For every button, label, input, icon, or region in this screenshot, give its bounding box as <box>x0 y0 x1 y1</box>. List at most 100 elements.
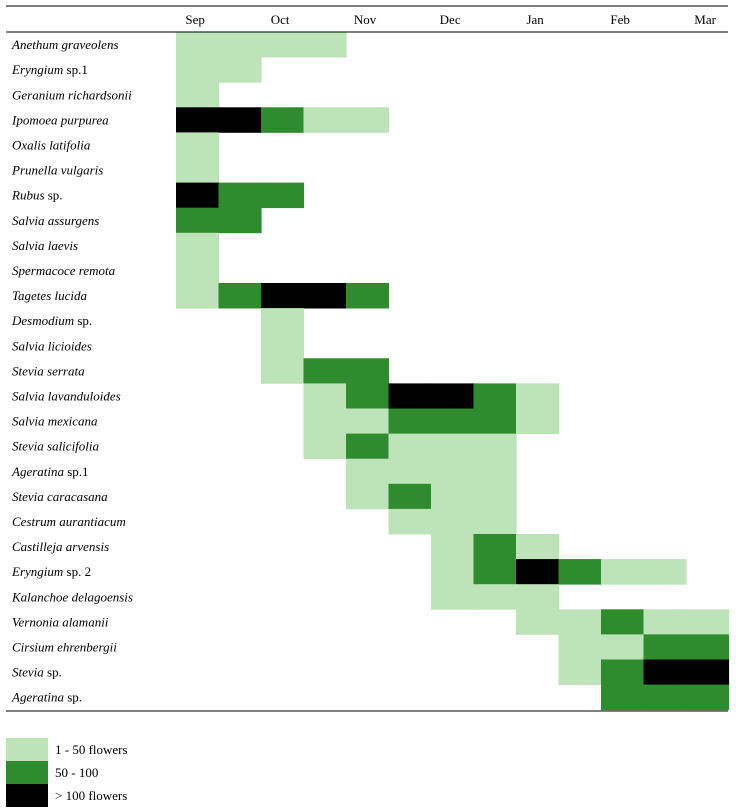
heatmap-cell <box>516 584 560 610</box>
heatmap-cell <box>303 408 347 434</box>
heatmap-cell <box>431 383 475 409</box>
species-label: Anethum graveolens <box>11 37 119 52</box>
species-labels: Anethum graveolens Eryngium sp.1 Geranium … <box>11 37 133 705</box>
heatmap-cell <box>431 534 475 560</box>
heatmap-cell <box>261 283 305 309</box>
heatmap-cell <box>176 132 220 158</box>
heatmap-cell <box>558 659 602 685</box>
legend-swatch-medium <box>6 761 48 784</box>
heatmap-cell <box>261 308 305 334</box>
heatmap-cell <box>643 609 687 635</box>
species-label: Spermacoce remota <box>12 263 116 278</box>
heatmap-cell <box>601 559 645 585</box>
species-label: Ageratina sp. <box>11 690 82 705</box>
heatmap-cell <box>176 182 220 209</box>
month-label-sep: Sep <box>185 12 205 27</box>
heatmap-cell <box>261 358 305 384</box>
heatmap-cell <box>218 107 262 133</box>
heatmap-cell <box>473 584 517 610</box>
legend-label-low: 1 - 50 flowers <box>55 742 128 757</box>
heatmap-cell <box>431 458 475 485</box>
month-label-oct: Oct <box>271 12 290 27</box>
heatmap-cell <box>176 157 220 183</box>
heatmap-cell <box>346 408 390 434</box>
heatmap-cell <box>218 182 262 209</box>
species-label: Desmodium sp. <box>11 313 92 328</box>
heatmap-cell <box>516 609 560 635</box>
heatmap-cell <box>516 383 560 409</box>
heatmap-cell <box>388 508 432 535</box>
heatmap-cell <box>176 57 220 83</box>
species-label: Rubus sp. <box>11 188 63 203</box>
heatmap-cell <box>431 584 475 610</box>
heatmap-cell <box>346 107 390 133</box>
month-header: Sep Oct Nov Dec Jan Feb Mar <box>185 12 716 27</box>
species-label: Salvia assurgens <box>12 213 99 228</box>
heatmap-cell <box>261 107 305 133</box>
heatmap-cell <box>473 433 517 460</box>
species-label: Eryngium sp.1 <box>11 62 88 77</box>
heatmap-cell <box>558 609 602 635</box>
species-label: Geranium richardsonii <box>12 87 132 102</box>
heatmap-cell <box>558 559 602 585</box>
heatmap-cell <box>261 182 305 209</box>
heatmap-cell <box>303 433 347 460</box>
species-label: Eryngium sp. 2 <box>11 564 91 579</box>
heatmap-cell <box>473 458 517 485</box>
species-label: Prunella vulgaris <box>11 163 103 178</box>
heatmap-cell <box>558 634 602 660</box>
heatmap-cell <box>346 283 390 309</box>
heatmap-cell <box>346 433 390 460</box>
month-label-feb: Feb <box>610 12 630 27</box>
species-label: Ipomoea purpurea <box>11 112 109 127</box>
heatmap-cell <box>388 483 432 510</box>
heatmap-cells <box>176 32 730 711</box>
heatmap-cell <box>473 383 517 409</box>
heatmap-cell <box>473 559 517 585</box>
heatmap-cell <box>176 107 220 133</box>
heatmap-cell <box>601 684 645 711</box>
species-label: Salvia licioides <box>12 338 92 353</box>
species-label: Castilleja arvensis <box>12 539 109 554</box>
flowering-heatmap: Sep Oct Nov Dec Jan Feb Mar Anethum graveolens… <box>6 5 730 712</box>
species-label: Ageratina sp.1 <box>11 464 89 479</box>
species-label: Salvia lavanduloides <box>12 388 121 403</box>
heatmap-cell <box>431 508 475 535</box>
heatmap-cell <box>431 559 475 585</box>
heatmap-cell <box>388 383 432 409</box>
month-label-jan: Jan <box>526 12 544 27</box>
heatmap-cell <box>473 483 517 510</box>
heatmap-cell <box>601 634 645 660</box>
heatmap-cell <box>643 684 687 711</box>
legend-label-medium: 50 - 100 <box>55 765 99 780</box>
heatmap-cell <box>218 207 262 234</box>
heatmap-cell <box>303 283 347 309</box>
heatmap-cell <box>218 32 262 58</box>
heatmap-cell <box>643 659 687 685</box>
heatmap-cell <box>388 408 432 434</box>
heatmap-cell <box>176 232 220 259</box>
heatmap-cell <box>176 207 220 234</box>
species-label: Stevia serrata <box>12 363 85 378</box>
legend-label-high: > 100 flowers <box>55 788 128 803</box>
heatmap-cell <box>176 283 220 309</box>
heatmap-cell <box>218 283 262 309</box>
month-label-mar: Mar <box>694 12 716 27</box>
month-label-dec: Dec <box>440 12 461 27</box>
species-label: Vernonia alamanii <box>12 614 109 629</box>
heatmap-cell <box>473 408 517 434</box>
heatmap-cell <box>218 57 262 83</box>
heatmap-cell <box>176 82 220 108</box>
heatmap-cell <box>516 559 560 585</box>
heatmap-cell <box>388 433 432 460</box>
heatmap-cell <box>686 659 730 685</box>
species-label: Stevia salicifolia <box>12 439 100 454</box>
month-label-nov: Nov <box>354 12 377 27</box>
species-label: Cirsium ehrenbergii <box>12 639 117 654</box>
species-label: Cestrum aurantiacum <box>12 514 126 529</box>
heatmap-cell <box>686 684 730 711</box>
heatmap-cell <box>686 609 730 635</box>
heatmap-cell <box>516 534 560 560</box>
species-label: Salvia laevis <box>12 238 78 253</box>
heatmap-cell <box>473 534 517 560</box>
